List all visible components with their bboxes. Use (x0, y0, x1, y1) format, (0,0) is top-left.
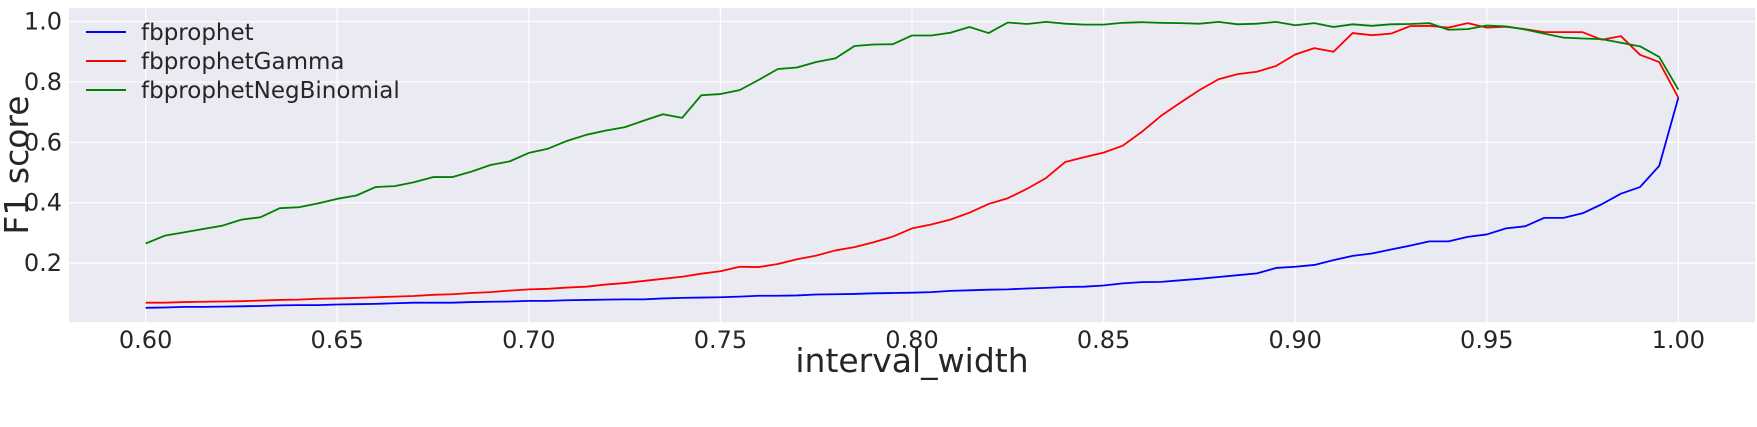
series-line-fbprophet (145, 97, 1680, 309)
x-axis-title: interval_width (795, 341, 1028, 380)
series-line-fbprophetnegbinomial (145, 20, 1680, 245)
x-tick-label: 0.70 (502, 326, 555, 354)
x-tick-label: 1.00 (1652, 326, 1705, 354)
series-line-fbprophetgamma (145, 22, 1680, 304)
x-tick-label: 0.80 (885, 326, 938, 354)
y-axis-title: F1 score (0, 95, 36, 234)
x-tick-label: 0.90 (1268, 326, 1321, 354)
x-tick-label: 0.85 (1077, 326, 1130, 354)
y-tick-label: 1.0 (24, 8, 62, 36)
legend: fbprophet fbprophetGamma fbprophetNegBin… (86, 20, 400, 104)
legend-label-fbprophet: fbprophet (141, 20, 254, 46)
x-tick-labels: 0.60 0.65 0.70 0.75 0.80 0.85 0.90 0.95 1.00 (119, 326, 1705, 354)
y-tick-label: 0.8 (24, 68, 62, 96)
series-lines (145, 20, 1680, 309)
x-tick-label: 0.60 (119, 326, 172, 354)
x-tick-label: 0.65 (311, 326, 364, 354)
legend-label-fbprophetnegbinomial: fbprophetNegBinomial (141, 78, 400, 104)
y-tick-label: 0.2 (24, 249, 62, 277)
y-tick-labels: 0.2 0.4 0.6 0.8 1.0 (24, 8, 62, 278)
grid-lines (69, 8, 1755, 322)
x-tick-label: 0.95 (1460, 326, 1513, 354)
legend-label-fbprophetgamma: fbprophetGamma (141, 49, 345, 75)
y-tick-label: 0.6 (24, 128, 62, 156)
y-tick-label: 0.4 (24, 189, 62, 217)
x-tick-label: 0.75 (694, 326, 747, 354)
